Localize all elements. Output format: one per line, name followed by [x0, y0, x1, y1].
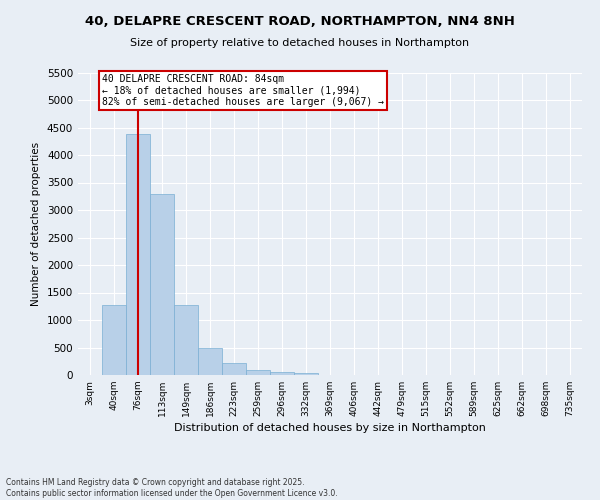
- Text: Contains HM Land Registry data © Crown copyright and database right 2025.
Contai: Contains HM Land Registry data © Crown c…: [6, 478, 338, 498]
- Text: 40, DELAPRE CRESCENT ROAD, NORTHAMPTON, NN4 8NH: 40, DELAPRE CRESCENT ROAD, NORTHAMPTON, …: [85, 15, 515, 28]
- Y-axis label: Number of detached properties: Number of detached properties: [31, 142, 41, 306]
- Bar: [126, 134, 150, 375]
- Bar: [102, 305, 126, 375]
- Text: Size of property relative to detached houses in Northampton: Size of property relative to detached ho…: [130, 38, 470, 48]
- Bar: [198, 348, 222, 375]
- Bar: [174, 304, 198, 375]
- Bar: [270, 372, 294, 375]
- Bar: [150, 194, 174, 375]
- Bar: [294, 373, 318, 375]
- Bar: [222, 363, 246, 375]
- Text: 40 DELAPRE CRESCENT ROAD: 84sqm
← 18% of detached houses are smaller (1,994)
82%: 40 DELAPRE CRESCENT ROAD: 84sqm ← 18% of…: [102, 74, 384, 107]
- X-axis label: Distribution of detached houses by size in Northampton: Distribution of detached houses by size …: [174, 423, 486, 433]
- Bar: [246, 370, 270, 375]
